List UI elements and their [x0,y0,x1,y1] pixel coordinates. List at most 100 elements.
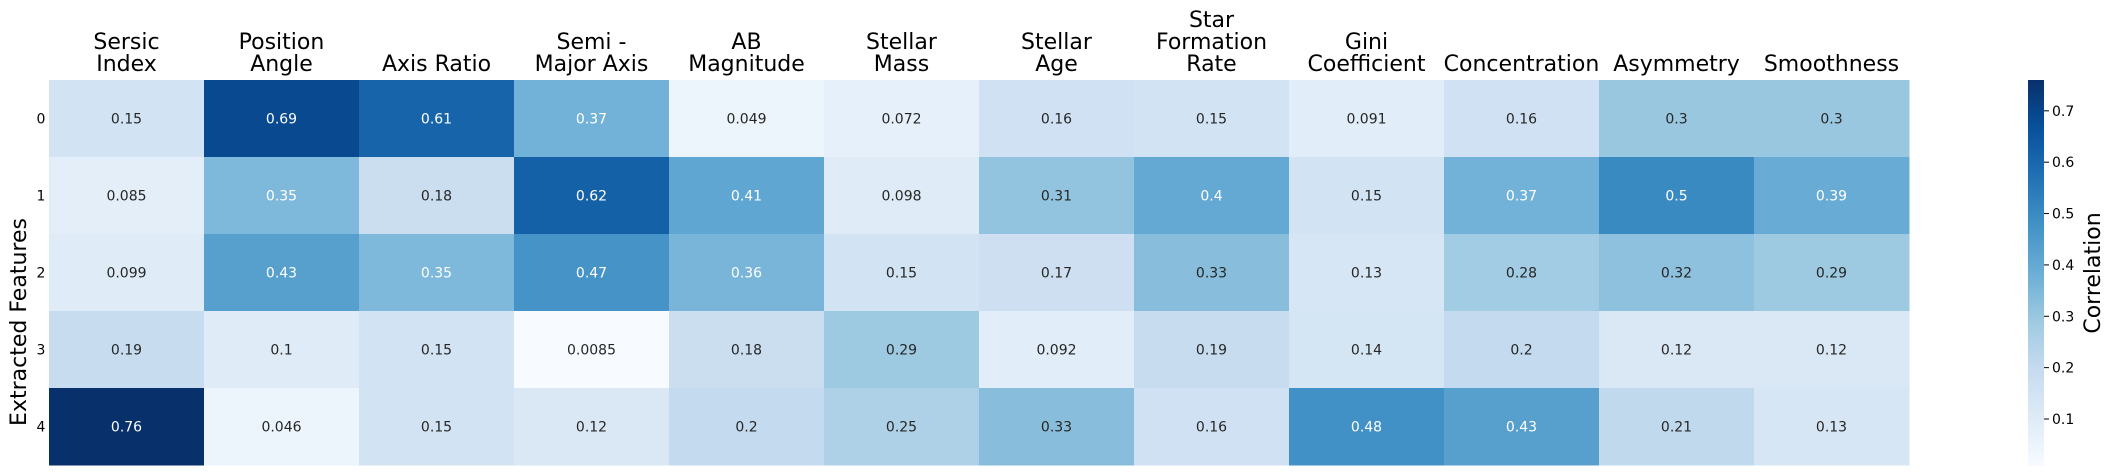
heatmap-cell [979,80,1135,158]
heatmap-cell [824,311,980,389]
cell-value-label: 0.15 [1196,112,1227,128]
cell-value-label: 0.17 [1041,266,1072,282]
heatmap-cell [669,234,825,312]
cell-value-label: 0.092 [1036,343,1076,359]
cell-value-label: 0.098 [881,189,921,205]
cell-value-label: 0.19 [1196,343,1227,359]
column-label: Star [1189,8,1235,33]
heatmap-cell [979,157,1135,235]
heatmap-cell [1289,157,1445,235]
column-label: Axis Ratio [382,52,491,77]
column-label: Angle [250,52,313,77]
heatmap-cell [1134,388,1290,466]
cell-value-label: 0.2 [1510,343,1532,359]
cell-value-label: 0.36 [731,266,762,282]
cell-value-label: 0.18 [421,189,452,205]
heatmap-cells: 0.15 0.69 0.61 0.37 0.049 0.072 0.16 0.15 0.091 0… [49,80,1910,466]
row-label: 4 [37,420,46,436]
heatmap-cell [979,311,1135,389]
heatmap-cell [669,388,825,466]
heatmap-cell [49,311,205,389]
heatmap-cell [824,80,980,158]
cell-value-label: 0.049 [726,112,766,128]
column-label: Smoothness [1764,52,1899,77]
heatmap-cell [1444,388,1600,466]
heatmap-cell [1754,234,1910,312]
column-label: Sersic [93,30,159,55]
cell-value-label: 0.37 [1506,189,1537,205]
colorbar-tick-label: 0.6 [2052,155,2074,171]
colorbar-tick-label: 0.5 [2052,207,2074,223]
heatmap-cell [824,157,980,235]
cell-value-label: 0.37 [576,112,607,128]
column-label: Magnitude [688,52,805,77]
cell-value-label: 0.41 [731,189,762,205]
y-axis-title: Extracted Features [7,218,32,426]
cell-value-label: 0.43 [266,266,297,282]
heatmap-cell [49,157,205,235]
cell-value-label: 0.3 [1665,112,1687,128]
column-label: Formation [1156,30,1267,55]
column-label: Stellar [1021,30,1093,55]
heatmap-cell [1599,234,1755,312]
row-labels: 0 1 2 3 4 [37,112,46,436]
cell-value-label: 0.0085 [567,343,616,359]
heatmap-cell [1134,234,1290,312]
colorbar-tick-label: 0.2 [2052,361,2074,377]
heatmap-cell [1599,80,1755,158]
cell-value-label: 0.099 [106,266,146,282]
cell-value-label: 0.16 [1506,112,1537,128]
heatmap-cell [1289,311,1445,389]
heatmap-cell [669,157,825,235]
cell-value-label: 0.43 [1506,420,1537,436]
cell-value-label: 0.15 [421,420,452,436]
column-label: Stellar [866,30,938,55]
colorbar-ticks: 0.1 0.2 0.3 0.4 0.5 0.6 0.7 [2044,104,2074,428]
heatmap-cell [1754,157,1910,235]
heatmap-cell [1754,80,1910,158]
heatmap-cell [1289,234,1445,312]
heatmap-cell [1444,80,1600,158]
cell-value-label: 0.35 [421,266,452,282]
colorbar-tick-label: 0.1 [2052,412,2074,428]
cell-value-label: 0.25 [886,420,917,436]
heatmap-cell [824,234,980,312]
heatmap-cell [1444,234,1600,312]
cell-value-label: 0.33 [1196,266,1227,282]
heatmap-cell [1134,80,1290,158]
cell-value-label: 0.69 [266,112,297,128]
heatmap-cell [1599,311,1755,389]
cell-value-label: 0.18 [731,343,762,359]
heatmap-cell [359,80,515,158]
cell-value-label: 0.15 [111,112,142,128]
heatmap-cell [359,234,515,312]
column-label: Age [1035,52,1078,77]
heatmap-cell [49,234,205,312]
heatmap-cell [1599,157,1755,235]
cell-value-label: 0.2 [735,420,757,436]
row-label: 2 [37,266,46,282]
heatmap-cell [514,157,670,235]
colorbar-gradient [2028,80,2044,466]
cell-value-label: 0.3 [1820,112,1842,128]
heatmap-cell [204,80,360,158]
column-label: AB [731,30,761,55]
column-label: Mass [874,52,929,77]
heatmap-cell [49,388,205,466]
cell-value-label: 0.12 [576,420,607,436]
cell-value-label: 0.15 [886,266,917,282]
cell-value-label: 0.5 [1665,189,1687,205]
cell-value-label: 0.33 [1041,420,1072,436]
heatmap-cell [979,234,1135,312]
cell-value-label: 0.19 [111,343,142,359]
row-label: 0 [37,112,46,128]
colorbar-tick-label: 0.7 [2052,104,2074,120]
cell-value-label: 0.16 [1196,420,1227,436]
heatmap-cell [1599,388,1755,466]
colorbar-tick-label: 0.4 [2052,258,2074,274]
heatmap-cell [514,80,670,158]
cell-value-label: 0.21 [1661,420,1692,436]
heatmap-cell [514,234,670,312]
heatmap-cell [359,311,515,389]
cell-value-label: 0.48 [1351,420,1382,436]
